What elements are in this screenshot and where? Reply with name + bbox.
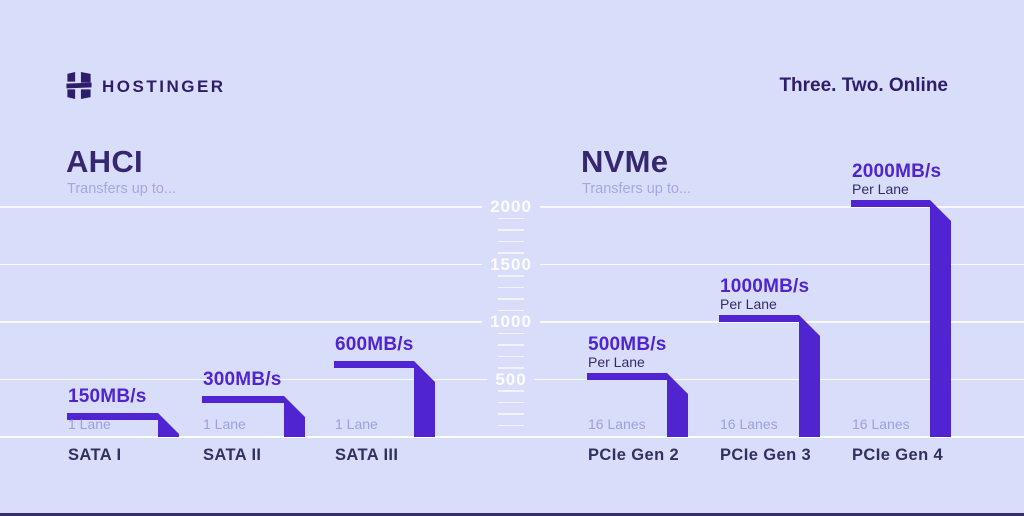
minor-tick-700: [498, 355, 524, 358]
category-label-pcie-gen-3: PCIe Gen 3: [720, 446, 812, 464]
ahci-section-subtitle: Transfers up to...: [67, 181, 177, 197]
minor-tick-600: [498, 367, 524, 369]
axis-label-2000: 2000: [482, 197, 540, 217]
bar-pcie-gen-4: [851, 200, 951, 437]
lanes-label-sata-ii: 1 Lane: [203, 416, 246, 432]
value-label-pcie-gen-2: 500MB/s: [588, 334, 667, 355]
lanes-label-pcie-gen-4: 16 Lanes: [852, 416, 910, 432]
lanes-label-sata-i: 1 Lane: [68, 416, 111, 432]
category-label-pcie-gen-2: PCIe Gen 2: [588, 446, 680, 464]
axis-label-1500: 1500: [482, 254, 540, 275]
lanes-label-pcie-gen-2: 16 Lanes: [588, 416, 646, 432]
brand-tagline: Three. Two. Online: [779, 75, 948, 96]
minor-tick-1400: [498, 275, 524, 277]
bar-pcie-gen-3: [719, 315, 820, 437]
bar-sata-i: [67, 413, 179, 437]
value-label-pcie-gen-4: 2000MB/s: [852, 161, 942, 182]
minor-tick-1800: [498, 229, 524, 231]
hostinger-logo-icon: [66, 71, 92, 100]
minor-tick-400: [498, 390, 524, 392]
minor-tick-100: [498, 424, 524, 427]
minor-tick-1700: [498, 240, 524, 243]
category-label-sata-iii: SATA III: [335, 446, 399, 464]
value-label-sata-ii: 300MB/s: [203, 369, 282, 390]
minor-tick-1900: [498, 217, 524, 220]
value-label-sata-iii: 600MB/s: [335, 334, 414, 355]
minor-tick-1100: [498, 309, 524, 312]
minor-tick-1600: [498, 252, 524, 254]
value-label-pcie-gen-3: 1000MB/s: [720, 276, 810, 297]
minor-tick-900: [498, 332, 524, 335]
category-label-pcie-gen-4: PCIe Gen 4: [852, 446, 944, 464]
per-lane-label: Per Lane: [720, 296, 777, 312]
minor-tick-1200: [498, 298, 524, 300]
value-label-sata-i: 150MB/s: [68, 386, 147, 407]
minor-tick-200: [498, 413, 524, 415]
baseline: [0, 436, 1024, 438]
bar-sata-ii: [202, 396, 305, 437]
bar-pcie-gen-2: [587, 373, 688, 437]
bottom-accent-strip: [0, 513, 1024, 516]
category-label-sata-ii: SATA II: [203, 446, 262, 464]
nvme-section-title: NVMe: [581, 144, 669, 179]
bar-sata-iii: [334, 361, 435, 437]
axis-label-500: 500: [487, 369, 535, 390]
nvme-section-subtitle: Transfers up to...: [582, 181, 692, 197]
minor-tick-1300: [498, 286, 524, 289]
lanes-label-sata-iii: 1 Lane: [335, 416, 378, 432]
lanes-label-pcie-gen-3: 16 Lanes: [720, 416, 778, 432]
per-lane-label: Per Lane: [852, 181, 909, 197]
hostinger-wordmark: HOSTINGER: [102, 77, 226, 96]
category-label-sata-i: SATA I: [68, 446, 122, 464]
axis-label-1000: 1000: [482, 312, 540, 332]
ahci-section-title: AHCI: [66, 144, 143, 179]
per-lane-label: Per Lane: [588, 354, 645, 370]
minor-tick-800: [498, 344, 524, 346]
minor-tick-300: [498, 401, 524, 404]
